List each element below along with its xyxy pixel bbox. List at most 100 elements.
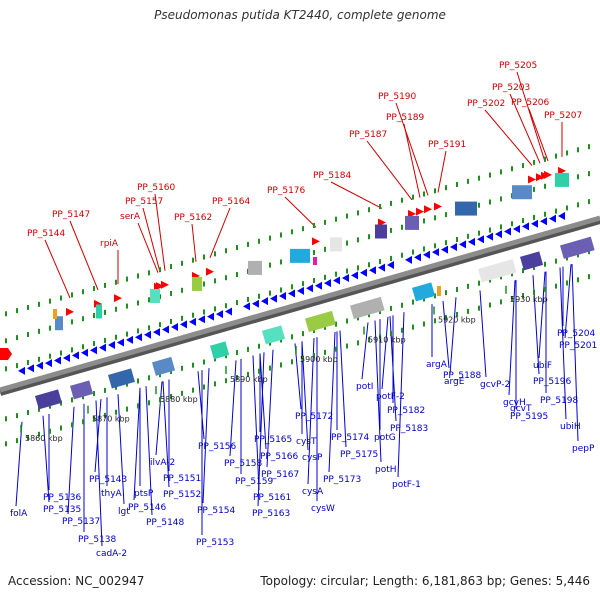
reverse-gene-arrow — [171, 322, 178, 331]
track-tick — [489, 227, 491, 233]
forward-gene-label: PP_5202 — [467, 99, 505, 109]
forward-gene-arrow — [536, 173, 544, 182]
forward-gene-arrow — [378, 218, 386, 227]
track-tick — [181, 365, 183, 371]
track-tick — [225, 275, 227, 281]
track-tick — [225, 248, 227, 254]
track-tick — [104, 337, 106, 343]
reverse-guide-line — [95, 400, 103, 547]
forward-gene-arrow — [0, 348, 12, 360]
track-tick — [423, 218, 425, 224]
reverse-gene-label: PP_5156 — [198, 442, 237, 452]
reverse-gene-arrow — [558, 212, 565, 221]
forward-gene-label: PP_5207 — [544, 111, 582, 121]
reverse-gene-label: cysA — [302, 487, 324, 497]
track-tick — [412, 194, 414, 200]
track-tick — [434, 215, 436, 221]
forward-guide-line — [509, 93, 541, 164]
track-tick — [247, 346, 249, 352]
track-tick — [478, 175, 480, 181]
track-tick — [401, 327, 403, 333]
reverse-guide-line — [361, 322, 369, 380]
track-tick — [588, 171, 590, 177]
forward-gene-label: PP_5190 — [378, 92, 417, 102]
reverse-gene-label: PP_5172 — [295, 412, 333, 422]
track-tick — [423, 246, 425, 252]
reverse-gene-label: thyA — [101, 489, 123, 499]
reverse-gene-arrow — [333, 276, 340, 285]
track-tick — [159, 267, 161, 273]
forward-gene-label: PP_5206 — [511, 98, 550, 108]
track-tick — [346, 318, 348, 324]
reverse-guide-line — [449, 297, 457, 375]
track-tick — [522, 268, 524, 274]
forward-guide-line — [154, 193, 166, 271]
reverse-gene-label: pepP — [572, 444, 595, 454]
reverse-gene-label: PP_5196 — [533, 377, 572, 387]
feature-box — [560, 236, 595, 259]
forward-gene-arrow — [114, 294, 122, 303]
track-tick — [71, 397, 73, 403]
track-tick — [60, 425, 62, 431]
track-tick — [533, 214, 535, 220]
track-tick — [434, 188, 436, 194]
reverse-gene-arrow — [405, 255, 412, 264]
feature-box — [313, 257, 317, 265]
reverse-gene-arrow — [387, 261, 394, 270]
reverse-gene-label: PP_5188 — [443, 371, 482, 381]
scale-label: 5930 kbp — [510, 295, 548, 304]
reverse-gene-arrow — [297, 286, 304, 295]
reverse-gene-arrow — [486, 232, 493, 241]
forward-guide-line — [395, 102, 429, 196]
track-tick — [203, 309, 205, 315]
track-tick — [214, 278, 216, 284]
track-tick — [170, 263, 172, 269]
reverse-gene-label: PP_5166 — [260, 452, 299, 462]
reverse-guide-line — [479, 290, 487, 378]
forward-gene-label: PP_5147 — [52, 210, 90, 220]
reverse-gene-label: PP_5154 — [197, 506, 236, 516]
track-tick — [49, 428, 51, 434]
track-tick — [489, 172, 491, 178]
track-tick — [379, 334, 381, 340]
track-tick — [258, 293, 260, 299]
track-tick — [555, 283, 557, 289]
track-tick — [5, 311, 7, 317]
feature-box — [555, 172, 569, 187]
feature-box — [96, 304, 102, 319]
track-tick — [192, 387, 194, 393]
track-tick — [324, 246, 326, 252]
track-tick — [5, 338, 7, 344]
track-tick — [445, 240, 447, 246]
track-tick — [280, 232, 282, 238]
track-tick — [313, 222, 315, 228]
feature-box — [478, 259, 517, 283]
reverse-gene-label: cysT — [296, 437, 317, 447]
feature-box — [35, 389, 62, 410]
feature-box — [405, 215, 419, 230]
track-tick — [159, 322, 161, 328]
track-tick — [82, 419, 84, 425]
forward-guide-line — [403, 123, 421, 198]
track-tick — [511, 221, 513, 227]
track-tick — [302, 331, 304, 337]
reverse-gene-arrow — [315, 281, 322, 290]
forward-gene-label: PP_5184 — [313, 171, 352, 181]
track-tick — [148, 270, 150, 276]
track-tick — [588, 144, 590, 150]
reverse-guide-line — [155, 381, 163, 456]
reverse-guide-line — [508, 280, 516, 396]
track-tick — [148, 375, 150, 381]
reverse-gene-arrow — [432, 248, 439, 257]
feature-box — [53, 309, 57, 319]
forward-gene-arrow — [206, 267, 214, 276]
reverse-gene-arrow — [459, 240, 466, 249]
reverse-gene-label: PP_5163 — [252, 509, 290, 519]
forward-guide-line — [284, 196, 317, 228]
reverse-gene-label: gcvH — [503, 398, 526, 408]
track-tick — [302, 356, 304, 362]
reverse-guide-line — [339, 330, 347, 448]
track-tick — [214, 251, 216, 257]
track-tick — [247, 296, 249, 302]
feature-box — [520, 251, 544, 271]
